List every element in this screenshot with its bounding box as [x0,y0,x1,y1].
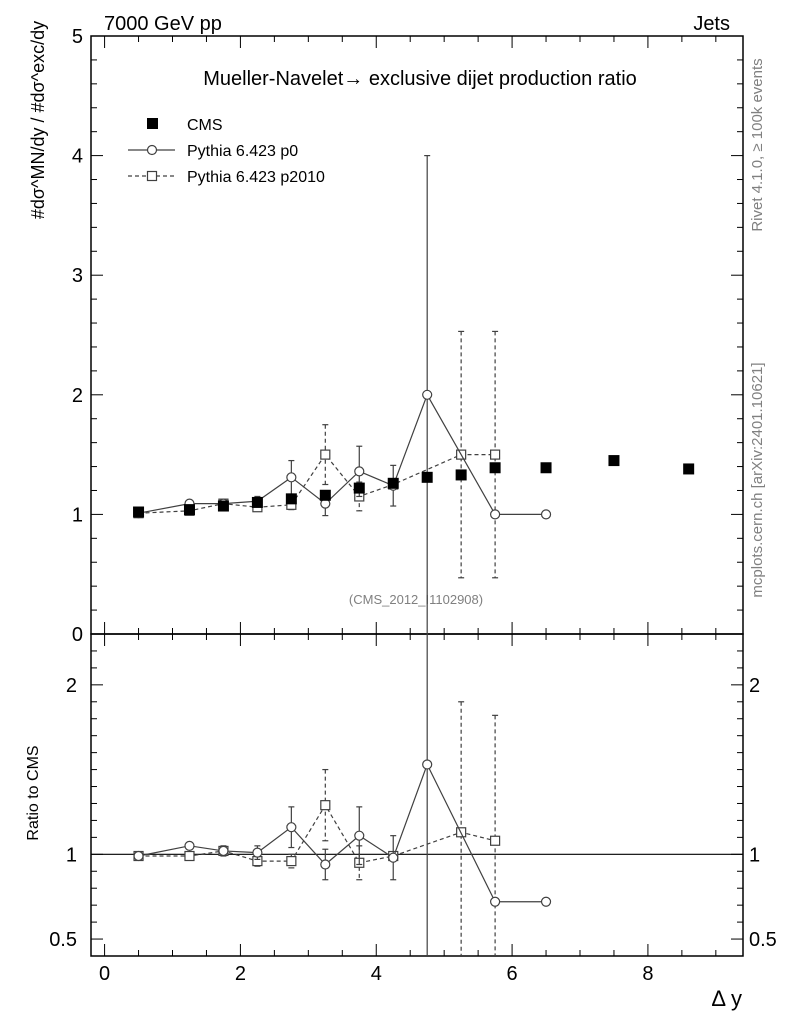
ratio-p0-point [354,830,365,841]
p0-point [422,389,433,400]
ratio-p0-point [422,759,433,770]
x-tick-label: 4 [371,963,382,985]
legend-marker-p0 [146,144,158,156]
legend-marker-p2010 [146,170,158,182]
y-tick-label: 3 [72,265,83,287]
cms-point [251,496,263,508]
y-tick-label: 5 [72,26,83,48]
header-beam-label: 7000 GeV pp [104,13,222,35]
legend-label-cms: CMS [187,117,223,134]
x-tick-label: 8 [642,963,653,985]
ratio-y-tick-label-right: 2 [749,675,760,697]
legend-label-p2010: Pythia 6.423 p2010 [187,169,325,186]
ratio-y-axis-label: Ratio to CMS [25,745,42,840]
cms-point [183,504,195,516]
p0-point [286,472,297,483]
y-axis-title-text: #dσ^MN/dy / #dσ^exc/dy [28,21,48,219]
y-tick-label: 2 [72,385,83,407]
ratio-p2010-point [490,835,501,846]
legend-label-p0: Pythia 6.423 p0 [187,143,298,160]
p2010-point [320,449,331,460]
main-axis-ticks: 0 1 2 3 4 5 [72,26,743,646]
x-tick-label: 6 [507,963,518,985]
cms-point [489,462,501,474]
ratio-p0-point [320,859,331,870]
ratio-p0-point [184,840,195,851]
ratio-p0-point [388,852,399,863]
ratio-p0-point [490,896,501,907]
mcplots-label: mcplots.cern.ch [arXiv:2401.10621] [749,362,766,597]
legend-marker-cms [147,118,158,129]
y-tick-label: 1 [72,504,83,526]
cms-point [319,489,331,501]
ratio-p2010-point [184,850,195,862]
cms-point [353,482,365,494]
cms-point [217,500,229,512]
main-series-layer [133,155,695,634]
cms-point [285,493,297,505]
ratio-p0-point [133,850,144,862]
p0-point [540,509,552,520]
legend: CMS Pythia 6.423 p0 Pythia 6.423 p2010 [128,117,325,186]
ratio-y-tick-label-right: 0.5 [749,929,777,951]
ratio-p0-point [540,896,552,907]
ratio-p0-point [286,822,297,833]
ratio-y-tick-label-left: 1 [66,844,77,866]
cms-point [608,455,620,467]
ratio-axis-ticks: 0 2 4 6 8 0.5 0.5 1 1 2 2 [49,634,777,985]
ratio-p0-point [252,847,263,858]
cms-point [133,506,145,518]
header-process-label: Jets [693,13,730,35]
ratio-series-layer [133,634,552,956]
ratio-panel-frame [90,633,744,957]
chart-title: Mueller-Navelet→ exclusive dijet product… [203,68,637,90]
ratio-y-tick-label-left: 0.5 [49,929,77,951]
y-tick-label: 4 [72,146,83,168]
cms-point [421,471,433,483]
p0-point [490,509,501,520]
ratio-p2010-point [320,800,331,811]
cms-point [540,462,552,474]
x-tick-label: 2 [235,963,246,985]
cms-point [387,477,399,489]
y-tick-label: 0 [72,624,83,646]
analysis-id-label: (CMS_2012_I1102908) [349,592,483,607]
x-tick-label: 0 [99,963,110,985]
ratio-y-tick-label-left: 2 [66,675,77,697]
cms-point [683,463,695,475]
p2010-point [490,449,501,460]
rivet-version-label: Rivet 4.1.0, ≥ 100k events [749,58,766,231]
p2010-line [138,453,496,514]
cms-point [455,469,467,481]
ratio-p2010-point [286,855,297,867]
ratio-y-tick-label-right: 1 [749,844,760,866]
p0-point [354,466,365,477]
x-axis-label: Δ y [711,986,742,1011]
ratio-p0-point [218,845,229,857]
main-y-axis-title: #dσ^MN/dy / #dσ^exc/dy [28,21,48,219]
